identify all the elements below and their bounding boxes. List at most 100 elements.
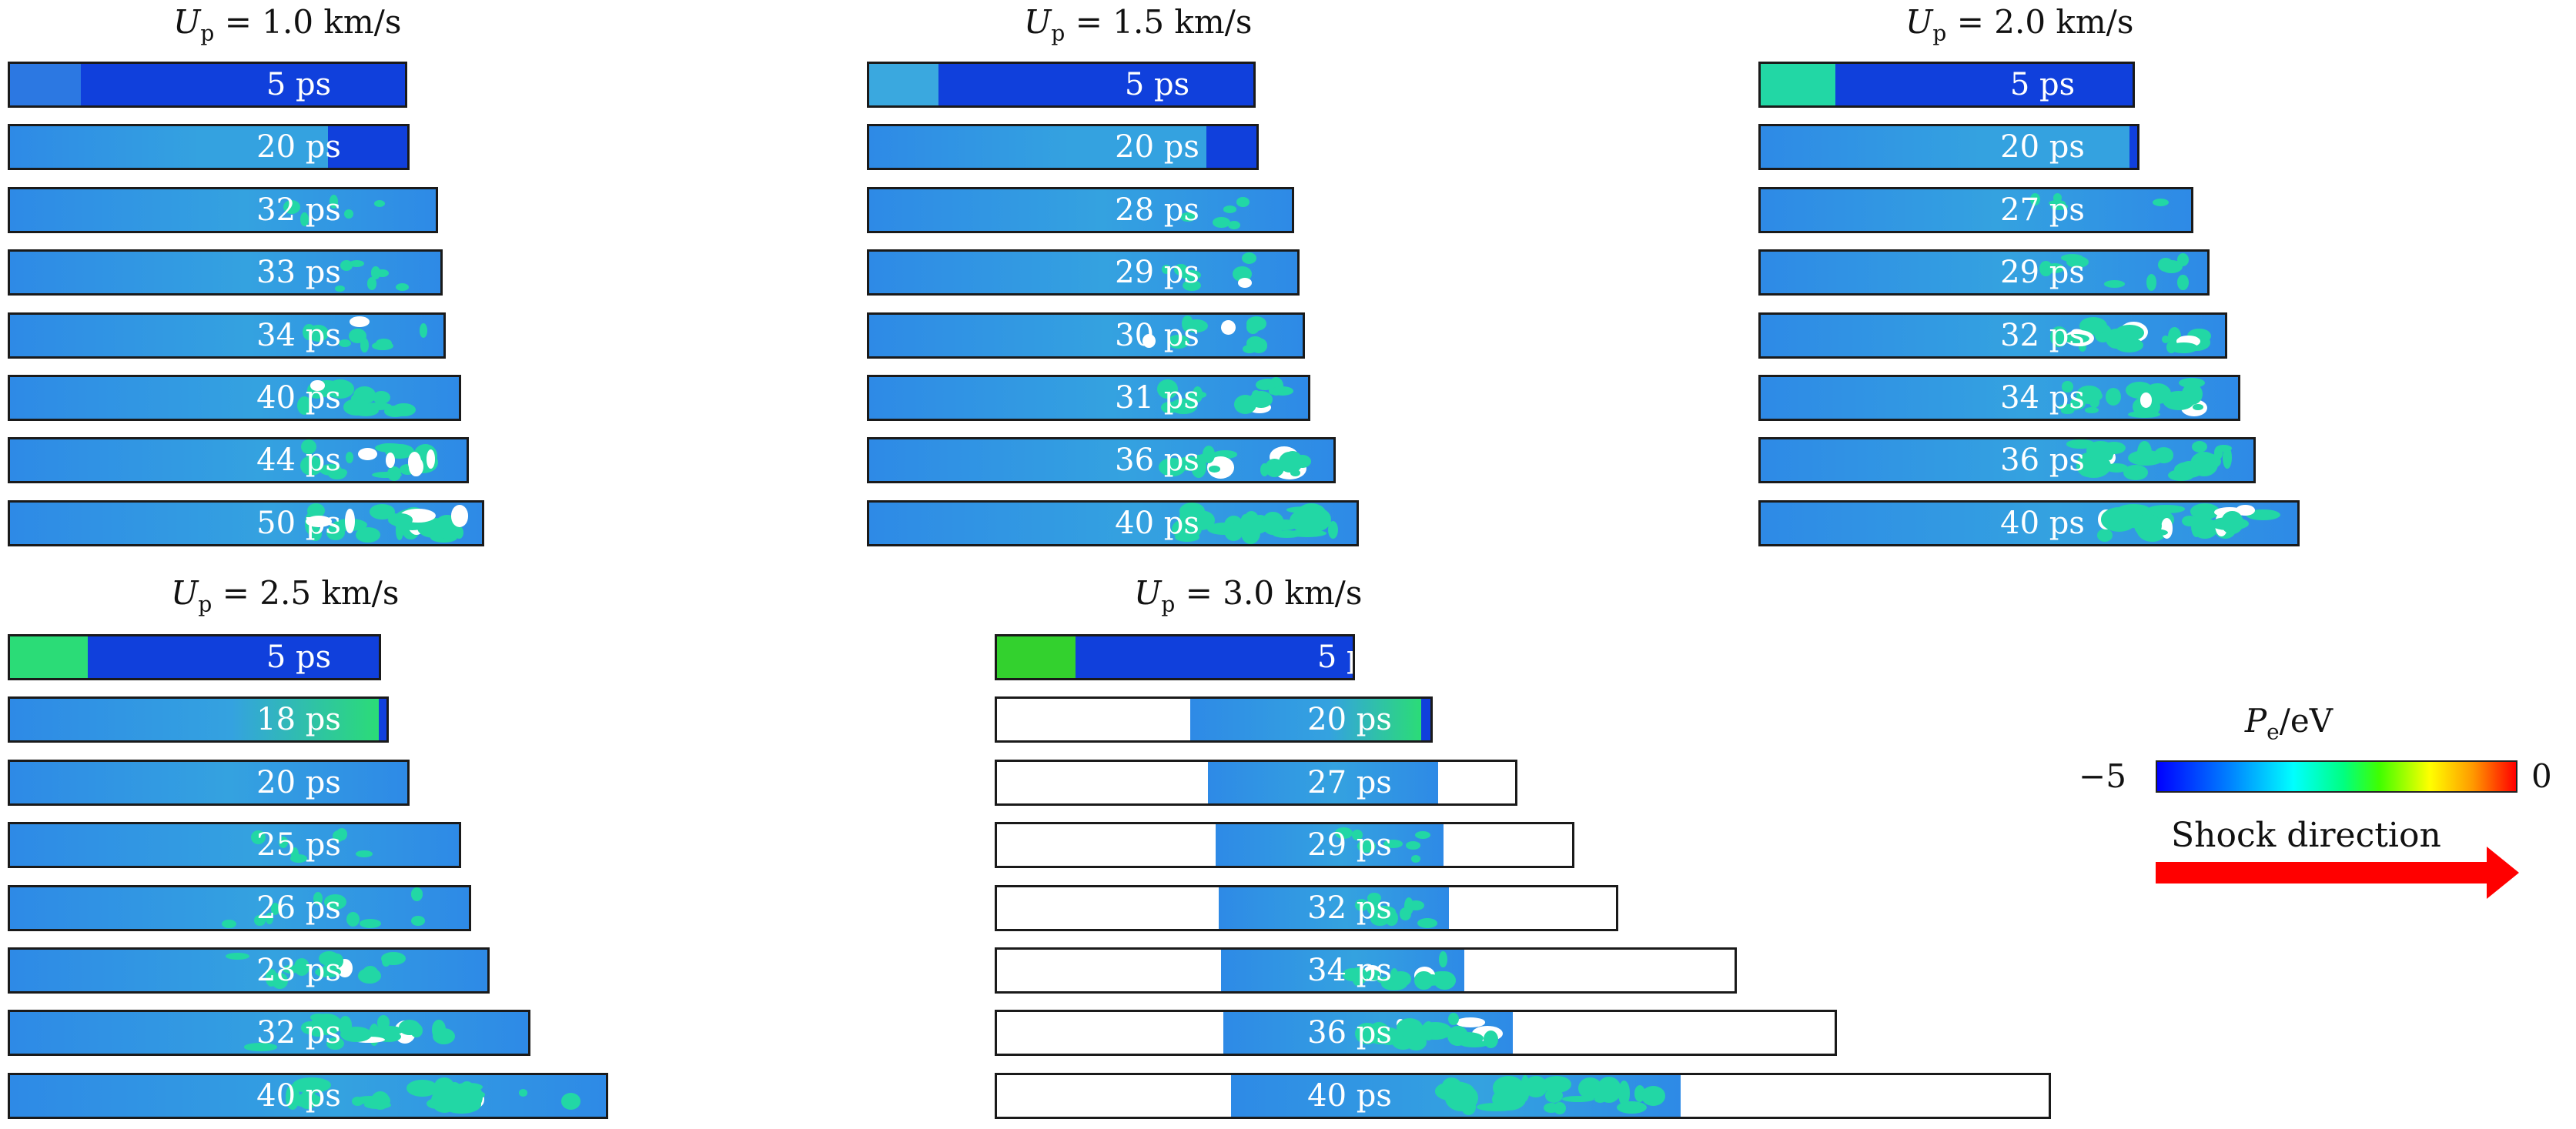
reaction-blob (340, 1026, 372, 1042)
reaction-blob (360, 919, 382, 929)
reaction-blob (2069, 396, 2086, 409)
reaction-blob (408, 457, 423, 476)
frame-time-label: 28 ps (1115, 192, 1199, 228)
frame-time-label: 34 ps (256, 318, 341, 353)
reaction-blob (2128, 410, 2161, 418)
reaction-blob (309, 1013, 327, 1022)
reaction-blob (376, 1015, 390, 1031)
colorbar-max-label: 0 (2531, 757, 2552, 795)
reaction-blob (1416, 974, 1444, 987)
reaction-blob (1180, 212, 1196, 222)
reaction-blob (349, 260, 365, 267)
reaction-blob (319, 951, 340, 967)
simulation-frame: 5 ps (8, 62, 407, 108)
reaction-blob (2066, 256, 2089, 269)
shocked-region (1761, 189, 2191, 231)
shocked-region (869, 377, 1308, 419)
reaction-blob (2052, 192, 2062, 203)
shock-direction-label: Shock direction (2171, 816, 2441, 855)
reaction-blob (1258, 378, 1276, 390)
reaction-blob (313, 891, 323, 905)
frame-time-label: 32 ps (256, 1015, 341, 1051)
frame-time-label: 40 ps (256, 380, 341, 416)
reaction-blob (387, 513, 413, 526)
reaction-blob (2105, 463, 2129, 473)
reaction-blob (2049, 326, 2069, 348)
reaction-blob (1417, 917, 1438, 928)
reaction-blob (1250, 338, 1268, 353)
reaction-blob (2049, 199, 2066, 207)
shocked-region (10, 315, 443, 356)
simulation-frame: 20 ps (1758, 124, 2139, 170)
reaction-blob (343, 209, 353, 219)
unshocked-region (81, 64, 405, 105)
reaction-blob (244, 1043, 278, 1051)
frame-time-label: 36 ps (1307, 1015, 1392, 1051)
reaction-blob (307, 324, 329, 342)
frame-time-label: 18 ps (256, 702, 341, 737)
frame-time-label: 5 ps (266, 640, 332, 675)
reaction-blob (1544, 1102, 1559, 1113)
reaction-blob (253, 914, 266, 927)
simulation-frame: 36 ps (995, 1010, 1837, 1056)
reaction-blob (334, 285, 346, 292)
reaction-blob (560, 1093, 580, 1110)
shocked-region (997, 636, 1076, 678)
frame-time-label: 5 ps (266, 67, 332, 102)
simulation-frame: 20 ps (8, 124, 410, 170)
reaction-blob (1174, 263, 1189, 276)
reaction-blob (2245, 509, 2281, 521)
reaction-blob (1142, 333, 1156, 348)
reaction-blob (372, 391, 391, 405)
colorbar (2156, 760, 2517, 793)
reaction-blob (1456, 1017, 1485, 1027)
frame-time-label: 31 ps (1115, 380, 1199, 416)
reaction-blob (355, 526, 381, 543)
reaction-blob (419, 322, 428, 339)
reaction-blob (324, 894, 346, 910)
void-region (1448, 887, 1616, 929)
frame-time-label: 29 ps (2000, 255, 2085, 290)
reaction-blob (309, 1020, 327, 1037)
reaction-blob (300, 1090, 316, 1108)
reaction-blob (1290, 469, 1300, 477)
simulation-frame: 36 ps (1758, 437, 2256, 483)
reaction-blob (1166, 334, 1189, 349)
reaction-blob (370, 503, 396, 520)
shocked-region (869, 439, 1333, 481)
reaction-blob (2061, 408, 2075, 415)
reaction-blob (2103, 279, 2125, 288)
unshocked-region (938, 64, 1253, 105)
reaction-blob (271, 902, 280, 915)
reaction-blob (1483, 1030, 1498, 1049)
frame-time-label: 5 ps (2009, 67, 2076, 102)
panel-title: Up = 2.5 km/s (171, 574, 400, 617)
reaction-blob (2139, 392, 2152, 408)
shocked-region (1761, 126, 2130, 168)
reaction-blob (433, 1028, 456, 1045)
reaction-blob (376, 269, 389, 278)
reaction-blob (373, 199, 385, 207)
reaction-blob (2046, 263, 2064, 274)
simulation-frame: 29 ps (1758, 249, 2210, 296)
reaction-blob (344, 508, 355, 534)
reaction-blob (352, 1036, 386, 1044)
frame-time-label: 29 ps (1115, 255, 1199, 290)
reaction-blob (345, 452, 354, 464)
reaction-blob (1246, 316, 1266, 332)
reaction-blob (271, 973, 288, 989)
reaction-blob (366, 276, 377, 291)
reaction-blob (1352, 829, 1363, 840)
reaction-blob (1390, 970, 1411, 987)
reaction-blob (326, 1017, 335, 1032)
reaction-blob (411, 915, 426, 927)
reaction-blob (1213, 450, 1238, 459)
reaction-blob (1410, 855, 1420, 863)
reaction-blob (2146, 274, 2157, 291)
reaction-blob (299, 455, 323, 476)
reaction-blob (2062, 381, 2073, 392)
frame-time-label: 20 ps (1115, 129, 1199, 165)
reaction-blob (1616, 1101, 1648, 1114)
reaction-blob (2100, 507, 2137, 532)
unshocked-region (1075, 636, 1353, 678)
